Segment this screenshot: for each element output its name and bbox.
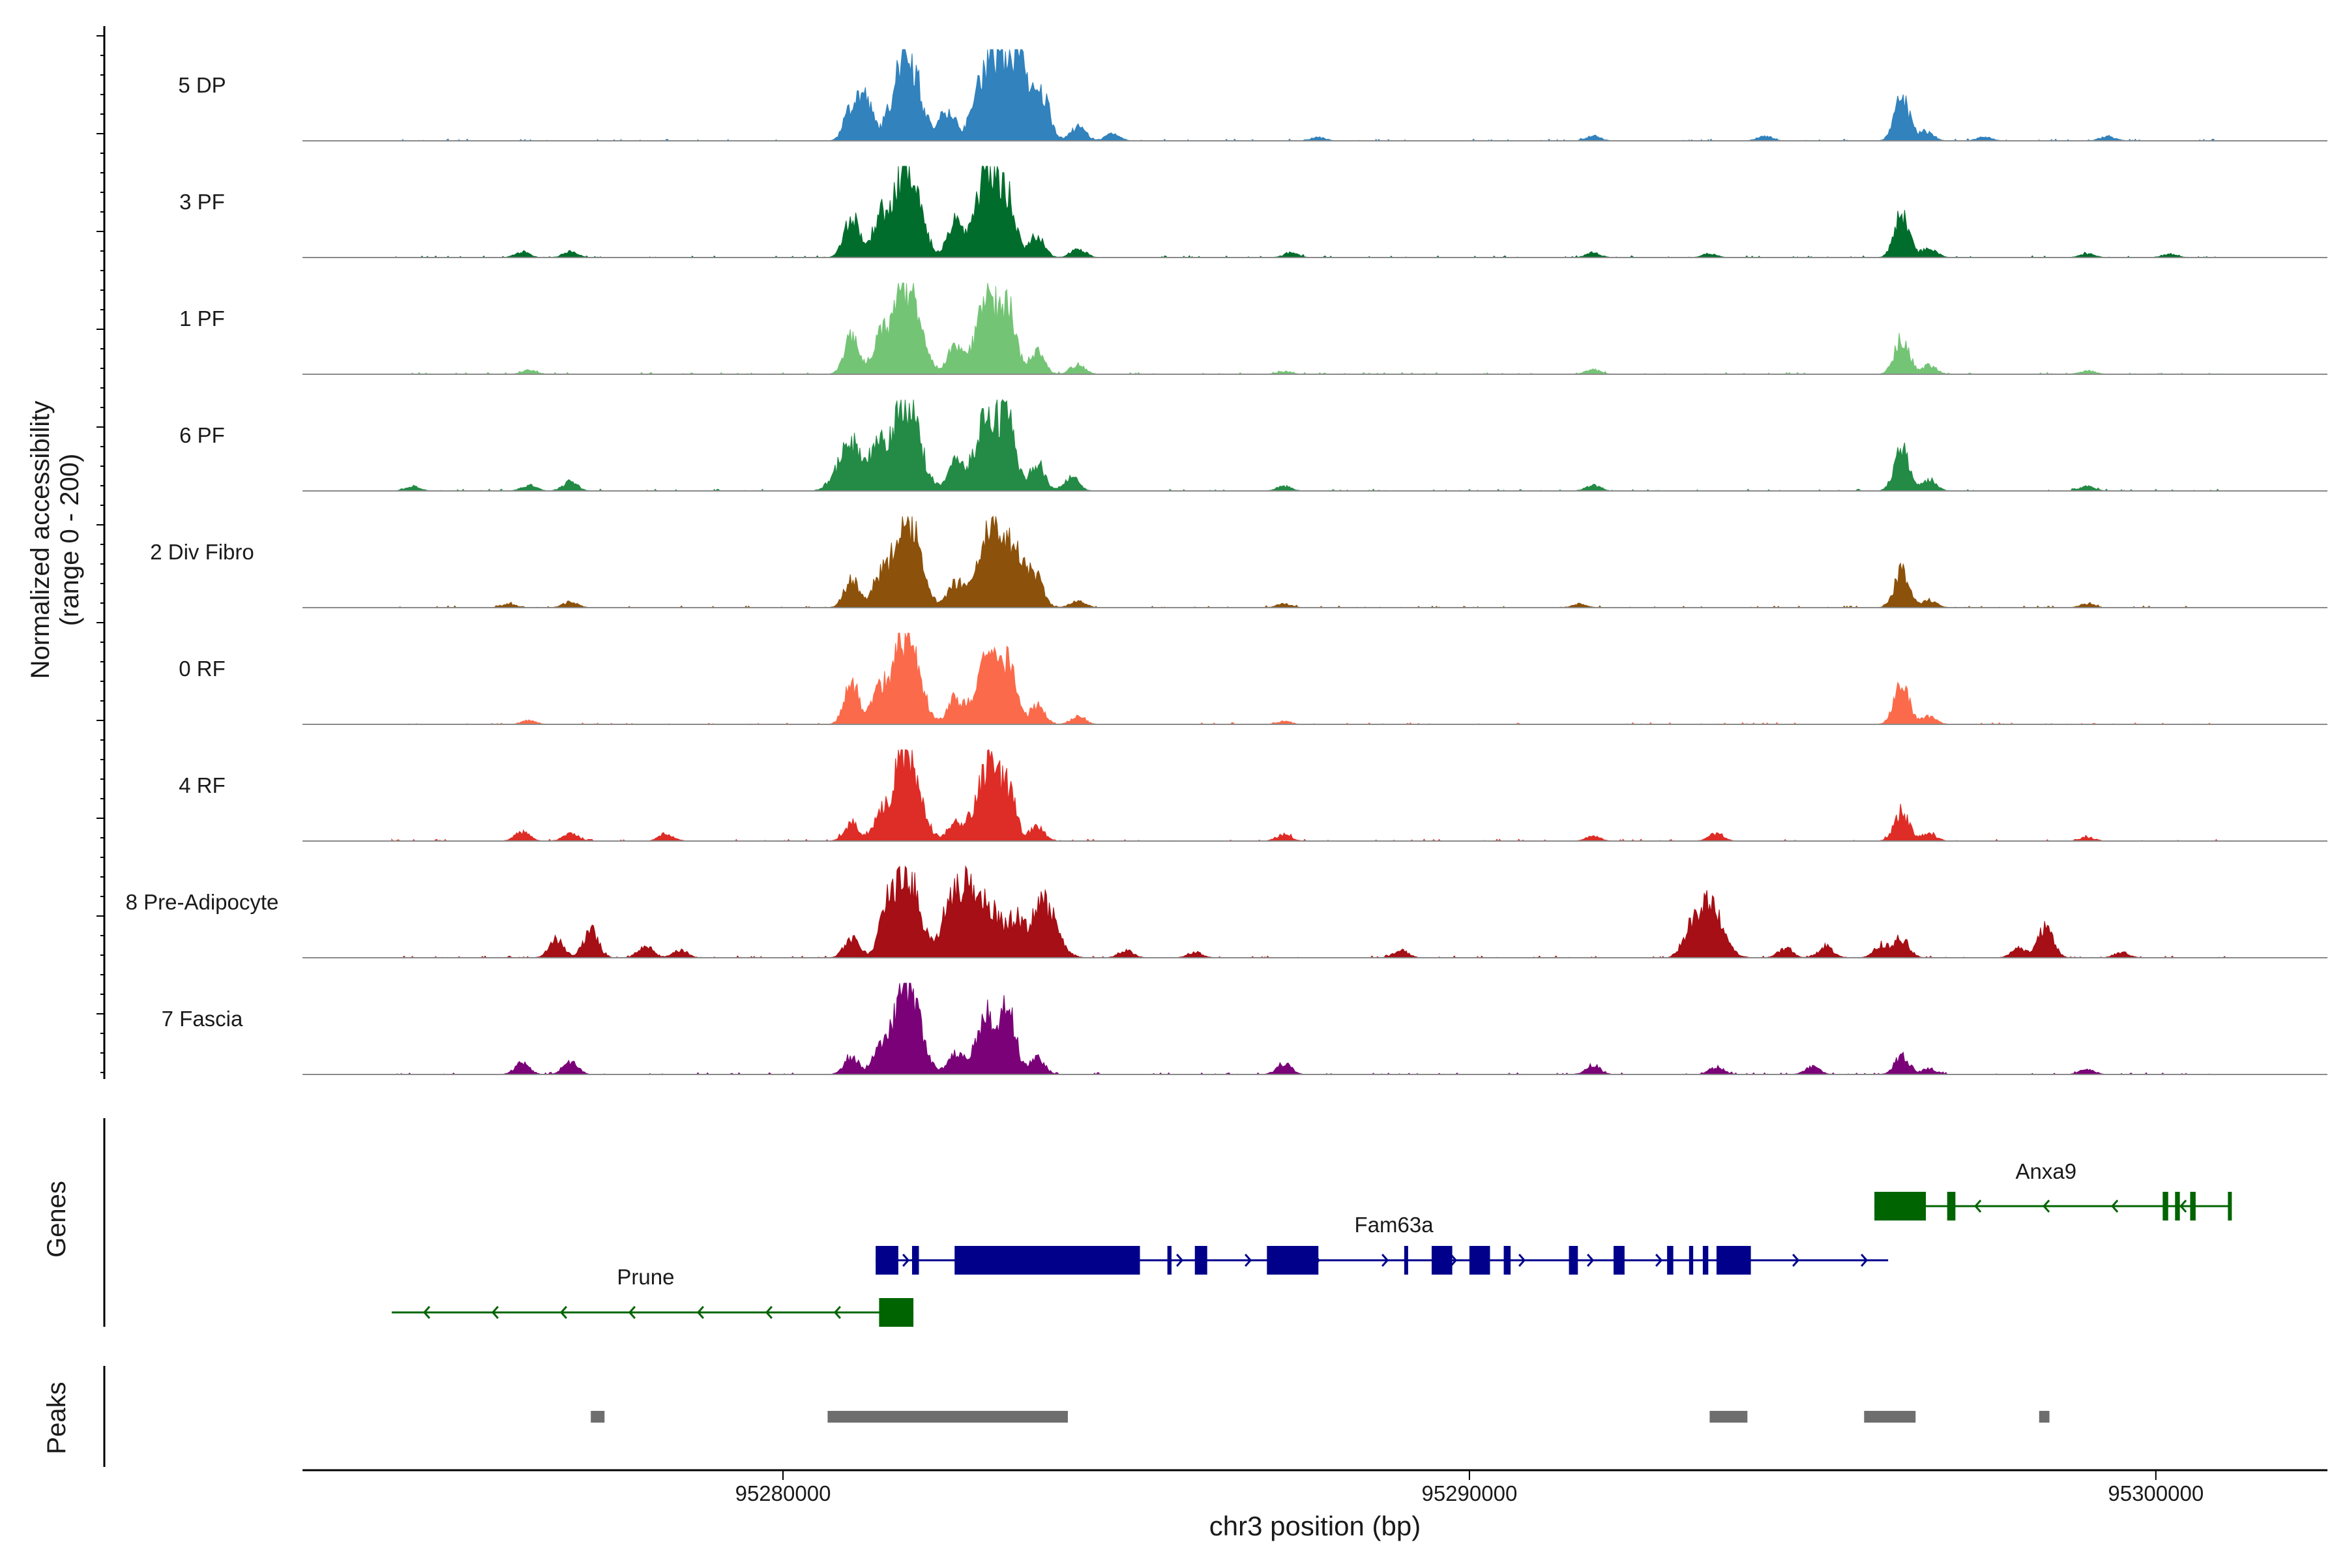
strand-arrow [1518,1254,1526,1267]
strand-arrow [696,1306,704,1319]
track-8-pre-adipocyte: 8 Pre-Adipocyte [126,865,2327,958]
track-label: 2 Div Fibro [150,540,254,564]
exon-block [1689,1246,1694,1275]
gene-label: Anxa9 [2016,1159,2077,1183]
exon-block [1947,1192,1956,1220]
track-6-pf: 6 PF [179,399,2327,492]
strand-arrow [1176,1254,1184,1267]
exon-block [1569,1246,1578,1275]
coverage-area [391,983,2232,1075]
coverage-tracks: 5 DP 3 PF 1 PF 6 PF 2 Div Fibro 0 RF 4 RF 8 Pre… [126,49,2327,1075]
peak-region [591,1411,605,1423]
strand-arrow [1587,1254,1595,1267]
exon-block [911,1246,919,1275]
strand-arrow [1655,1254,1663,1267]
coverage-area [391,282,2232,375]
exon-block [1702,1246,1709,1275]
track-label: 8 Pre-Adipocyte [126,890,279,914]
strand-arrow [833,1306,841,1319]
y-axis-label-line1: Normalized accessibility [26,401,55,679]
strand-arrow [2111,1200,2119,1213]
gene-fam63a: Fam63a [876,1213,1889,1275]
track-label: 5 DP [178,73,226,97]
track-0-rf: 0 RF [179,632,2327,725]
exon-block [1167,1246,1172,1275]
left-axis-group [96,26,106,1467]
gene-track: Anxa9 Fam63a Prune [391,1159,2232,1327]
peak-region [1709,1411,1748,1423]
exon-block [1469,1246,1490,1275]
peak-region [2039,1411,2050,1423]
track-label: 7 Fascia [162,1007,243,1031]
track-label: 1 PF [179,306,225,331]
track-5-dp: 5 DP [178,49,2327,141]
strand-arrow [491,1306,499,1319]
gene-prune: Prune [391,1265,914,1327]
peak-region [1864,1411,1916,1423]
genes-axis-label: Genes [42,1181,71,1258]
exon-block [876,1246,898,1275]
gene-anxa9: Anxa9 [1874,1159,2232,1220]
track-7-fascia: 7 Fascia [162,983,2327,1075]
peak-track [591,1411,2050,1423]
strand-arrow [1245,1254,1252,1267]
y-axis-label-line2: (range 0 - 200) [55,454,84,627]
strand-arrow [628,1306,636,1319]
exon-block [1874,1192,1926,1220]
coverage-area [391,166,2232,258]
track-label: 3 PF [179,190,225,214]
exon-block [2228,1192,2232,1220]
coverage-area [391,49,2232,141]
strand-arrow [559,1306,567,1319]
exon-block [1503,1246,1511,1275]
exon-block [1194,1246,1207,1275]
strand-arrow [1861,1254,1868,1267]
exon-block [2162,1192,2168,1220]
exon-block [1431,1246,1453,1275]
exon-block [1404,1246,1408,1275]
strand-arrow [1974,1200,1982,1213]
strand-arrow [1381,1254,1389,1267]
coverage-area [391,515,2232,608]
strand-arrow [1792,1254,1800,1267]
gene-label: Prune [617,1265,674,1289]
track-4-rf: 4 RF [179,749,2327,842]
track-label: 6 PF [179,423,225,447]
x-tick-label: 95290000 [1421,1481,1517,1505]
gene-label: Fam63a [1355,1213,1434,1237]
coverage-area [391,632,2232,725]
exon-block [954,1246,1140,1275]
track-3-pf: 3 PF [179,166,2327,258]
strand-arrow [2043,1200,2050,1213]
exon-block [2190,1192,2196,1220]
x-axis: 95280000 95290000 95300000 [303,1469,2327,1505]
x-axis-label: chr3 position (bp) [1209,1511,1421,1541]
strand-arrow [2179,1200,2187,1213]
strand-arrow [422,1306,430,1319]
x-tick-label: 95300000 [2108,1481,2204,1505]
track-label: 4 RF [179,773,226,797]
track-2-div-fibro: 2 Div Fibro [150,515,2327,608]
x-tick-label: 95280000 [735,1481,831,1505]
exon-block [1267,1246,1319,1275]
exon-block [1716,1246,1751,1275]
coverage-area [391,865,2232,958]
coverage-area [391,749,2232,842]
track-1-pf: 1 PF [179,282,2327,375]
peak-region [827,1411,1068,1423]
exon-block [2175,1192,2180,1220]
exon-block [879,1298,914,1327]
exon-block [1667,1246,1674,1275]
peaks-axis-label: Peaks [42,1382,71,1454]
track-label: 0 RF [179,657,226,681]
exon-block [1614,1246,1625,1275]
strand-arrow [765,1306,773,1319]
coverage-area [391,399,2232,492]
strand-arrow [1450,1254,1458,1267]
strand-arrow [902,1254,910,1267]
